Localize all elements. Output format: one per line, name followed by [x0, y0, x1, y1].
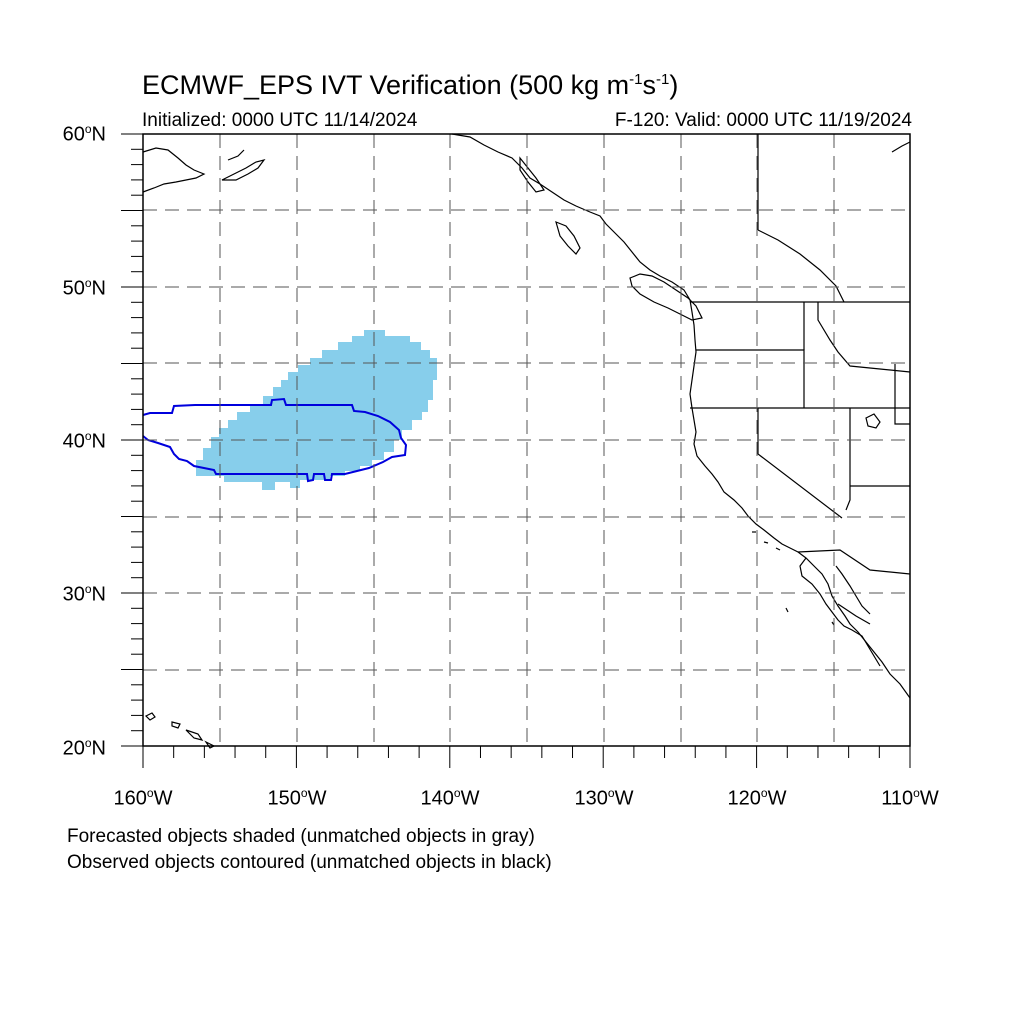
axis-ticks	[121, 133, 911, 768]
valid-time: F-120: Valid: 0000 UTC 11/19/2024	[614, 110, 912, 131]
lon-label-150w: 150oW	[267, 786, 327, 810]
lon-label-130w: 130oW	[574, 786, 634, 810]
lat-label-60n: 60oN	[62, 122, 106, 146]
forecast-object	[196, 330, 437, 490]
observed-note: Observed objects contoured (unmatched ob…	[67, 852, 552, 873]
initialized-time: Initialized: 0000 UTC 11/14/2024	[142, 110, 418, 131]
forecast-note: Forecasted objects shaded (unmatched obj…	[67, 826, 535, 847]
lon-label-140w: 140oW	[420, 786, 480, 810]
lat-label-20n: 20oN	[62, 736, 106, 760]
lat-label-50n: 50oN	[62, 276, 106, 300]
lon-label-160w: 160oW	[113, 786, 173, 810]
lat-label-30n: 30oN	[62, 582, 106, 606]
lon-label-120w: 120oW	[727, 786, 787, 810]
graticule	[143, 134, 910, 746]
lon-label-110w: 110oW	[881, 786, 939, 810]
chart-title: ECMWF_EPS IVT Verification (500 kg m-1s-…	[142, 70, 679, 100]
lat-label-40n: 40oN	[62, 429, 106, 453]
observed-object-contour	[142, 397, 408, 483]
coastlines-and-borders	[142, 133, 911, 749]
